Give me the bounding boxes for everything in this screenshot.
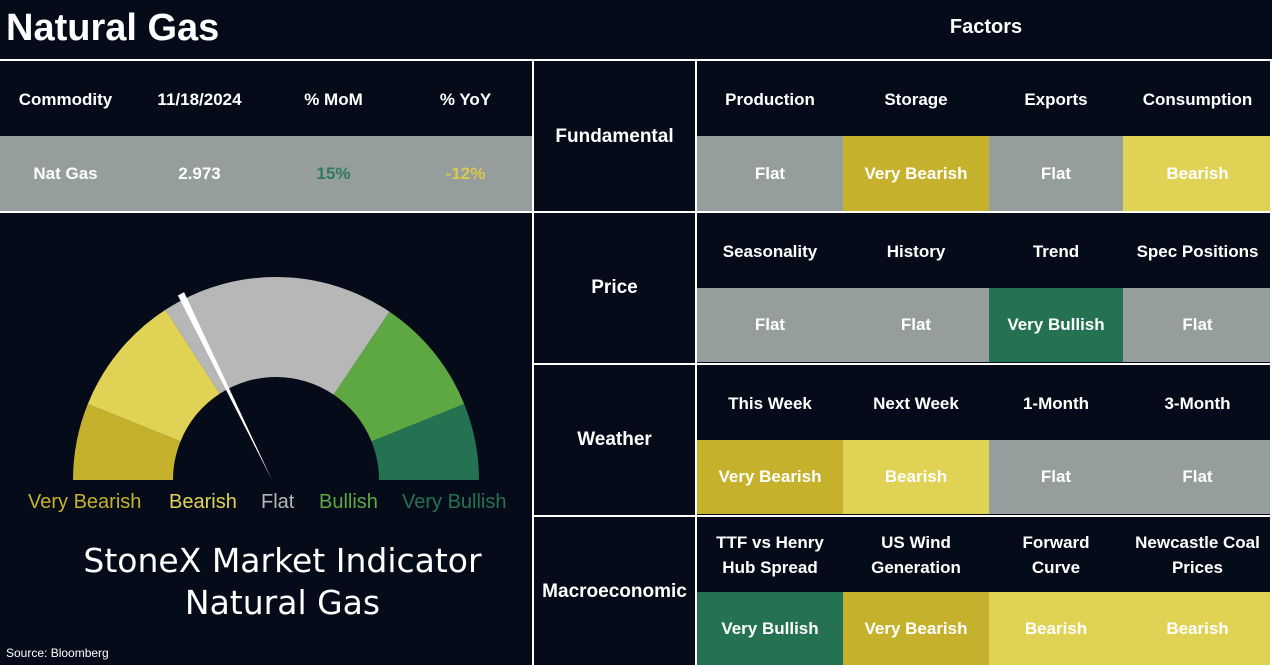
factor-label: Consumption — [1142, 89, 1253, 109]
factor-group-macroeconomic: Macroeconomic — [542, 580, 687, 602]
indicator-title-line1: StoneX Market Indicator — [83, 541, 482, 580]
factor-group-weather: Weather — [577, 429, 652, 450]
gauge-label-very-bearish: Very Bearish — [28, 491, 142, 513]
gauge-label-bearish: Bearish — [169, 491, 237, 513]
divider — [533, 363, 1272, 365]
factor-label: History — [886, 241, 946, 261]
gauge-segment-bearish — [87, 309, 220, 442]
indicator-title: StoneX Market Indicator Natural Gas — [40, 540, 525, 624]
factor-group-price: Price — [591, 277, 638, 298]
factor-status: Bearish — [989, 592, 1123, 665]
factor-status: Flat — [989, 440, 1123, 514]
factor-label: Seasonality — [722, 241, 818, 261]
header-yoy: % YoY — [439, 89, 492, 109]
factor-label: Next Week — [873, 393, 959, 413]
header-date: 11/18/2024 — [157, 89, 242, 109]
divider — [533, 515, 1272, 517]
factor-label: Production — [725, 89, 815, 109]
divider — [532, 59, 534, 665]
factor-status: Flat — [697, 288, 843, 362]
gauge-segment-very-bullish — [371, 403, 479, 480]
header-commodity: Commodity — [18, 89, 113, 109]
factor-label: TTF vs Henry Hub Spread — [716, 533, 824, 577]
factor-label: This Week — [728, 393, 812, 413]
factor-status: Flat — [843, 288, 989, 362]
divider — [1270, 59, 1272, 665]
commodity-mom: 15% — [316, 163, 351, 183]
factors-title: Factors — [949, 16, 1023, 38]
divider — [0, 211, 1272, 213]
factor-label: Exports — [1024, 89, 1088, 109]
gauge-segment-very-bearish — [73, 403, 181, 480]
factor-status: Very Bearish — [697, 440, 843, 514]
header-mom: % MoM — [304, 89, 363, 109]
factor-label: Trend — [1032, 241, 1080, 261]
commodity-yoy: -12% — [445, 163, 486, 183]
gauge-segment-flat — [165, 277, 390, 395]
factor-status: Flat — [697, 136, 843, 211]
factor-label: Forward Curve — [1022, 533, 1090, 577]
source-note: Source: Bloomberg — [6, 646, 109, 660]
factor-label: US Wind Generation — [871, 533, 961, 577]
gauge-label-bullish: Bullish — [319, 491, 378, 513]
factor-status: Flat — [989, 136, 1123, 211]
factor-label: Spec Positions — [1136, 241, 1259, 261]
factor-label: Storage — [884, 89, 948, 109]
factor-status: Very Bullish — [989, 288, 1123, 362]
divider — [0, 59, 1272, 61]
factor-status: Very Bearish — [843, 592, 989, 665]
factor-status: Flat — [1123, 288, 1272, 362]
commodity-row-bg — [0, 136, 532, 211]
divider — [695, 59, 697, 665]
factor-status: Bearish — [1123, 136, 1272, 211]
factor-status: Bearish — [843, 440, 989, 514]
gauge-label-very-bullish: Very Bullish — [402, 491, 507, 513]
factor-label: Newcastle Coal Prices — [1135, 533, 1260, 577]
factor-label: 1-Month — [1022, 393, 1090, 413]
factor-status: Bearish — [1123, 592, 1272, 665]
gauge-label-flat: Flat — [261, 491, 295, 513]
factor-label: 3-Month — [1164, 393, 1231, 413]
gauge-segment-bullish — [333, 311, 465, 442]
commodity-price: 2.973 — [178, 163, 221, 183]
factor-status: Very Bearish — [843, 136, 989, 211]
page-title: Natural Gas — [6, 7, 220, 49]
factor-status: Flat — [1123, 440, 1272, 514]
market-indicator-gauge — [73, 277, 479, 480]
factor-group-fundamental: Fundamental — [555, 125, 674, 147]
indicator-title-line2: Natural Gas — [184, 583, 381, 622]
gauge-needle — [177, 292, 272, 480]
commodity-name: Nat Gas — [33, 163, 98, 183]
factor-status: Very Bullish — [697, 592, 843, 665]
